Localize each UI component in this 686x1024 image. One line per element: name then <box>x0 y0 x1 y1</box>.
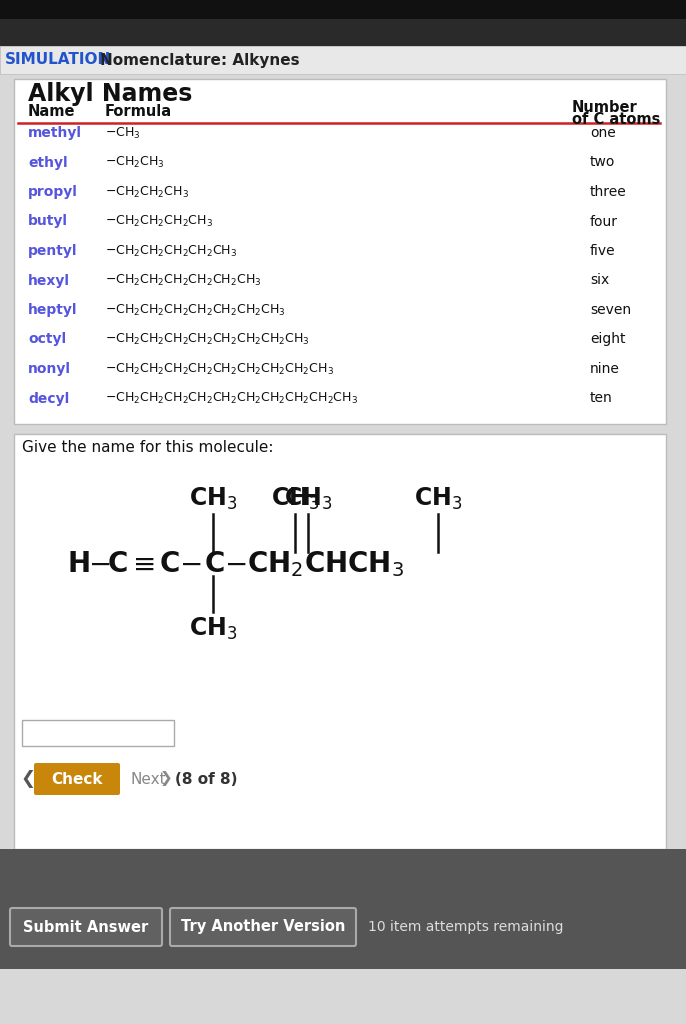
Text: $-$: $-$ <box>179 550 202 578</box>
Text: $-$: $-$ <box>88 550 110 578</box>
Text: H: H <box>68 550 91 578</box>
Text: $-$CH$_2$CH$_2$CH$_2$CH$_2$CH$_2$CH$_2$CH$_2$CH$_3$: $-$CH$_2$CH$_2$CH$_2$CH$_2$CH$_2$CH$_2$C… <box>105 332 310 347</box>
Text: nine: nine <box>590 362 620 376</box>
Text: $-$CH$_2$CH$_2$CH$_2$CH$_2$CH$_2$CH$_2$CH$_2$CH$_2$CH$_3$: $-$CH$_2$CH$_2$CH$_2$CH$_2$CH$_2$CH$_2$C… <box>105 361 334 377</box>
Text: Check: Check <box>51 771 103 786</box>
Text: ❮: ❮ <box>20 770 35 788</box>
Text: six: six <box>590 273 609 288</box>
Text: one: one <box>590 126 616 140</box>
FancyBboxPatch shape <box>0 849 686 969</box>
Text: $-$: $-$ <box>224 550 246 578</box>
Text: Nomenclature: Alkynes: Nomenclature: Alkynes <box>100 52 300 68</box>
Text: CH$_3$: CH$_3$ <box>271 486 319 512</box>
Text: $-$CH$_2$CH$_3$: $-$CH$_2$CH$_3$ <box>105 155 165 170</box>
Text: ❯: ❯ <box>160 771 173 786</box>
Text: eight: eight <box>590 333 626 346</box>
FancyBboxPatch shape <box>0 46 686 74</box>
Text: heptyl: heptyl <box>28 303 78 317</box>
FancyBboxPatch shape <box>14 79 666 424</box>
Text: CH$_3$: CH$_3$ <box>284 486 332 512</box>
Text: Next: Next <box>130 771 165 786</box>
Text: $-$CH$_2$CH$_2$CH$_3$: $-$CH$_2$CH$_2$CH$_3$ <box>105 184 189 200</box>
Text: seven: seven <box>590 303 631 317</box>
Text: CH$_3$: CH$_3$ <box>414 486 462 512</box>
Text: Formula: Formula <box>105 104 172 120</box>
FancyBboxPatch shape <box>170 908 356 946</box>
Text: $-$CH$_2$CH$_2$CH$_2$CH$_3$: $-$CH$_2$CH$_2$CH$_2$CH$_3$ <box>105 214 213 229</box>
Text: SIMULATION: SIMULATION <box>5 52 111 68</box>
Text: Alkyl Names: Alkyl Names <box>28 82 192 106</box>
Text: four: four <box>590 214 618 228</box>
Text: $-$CH$_2$CH$_2$CH$_2$CH$_2$CH$_2$CH$_2$CH$_2$CH$_2$CH$_2$CH$_3$: $-$CH$_2$CH$_2$CH$_2$CH$_2$CH$_2$CH$_2$C… <box>105 391 358 407</box>
FancyBboxPatch shape <box>22 720 174 746</box>
Text: pentyl: pentyl <box>28 244 78 258</box>
Text: butyl: butyl <box>28 214 68 228</box>
Text: Submit Answer: Submit Answer <box>23 920 149 935</box>
Text: ethyl: ethyl <box>28 156 68 170</box>
Text: three: three <box>590 185 627 199</box>
Text: $-$CH$_2$CH$_2$CH$_2$CH$_2$CH$_2$CH$_3$: $-$CH$_2$CH$_2$CH$_2$CH$_2$CH$_2$CH$_3$ <box>105 273 261 288</box>
Text: five: five <box>590 244 615 258</box>
Text: nonyl: nonyl <box>28 362 71 376</box>
Text: Name: Name <box>28 104 75 120</box>
FancyBboxPatch shape <box>0 19 686 46</box>
Text: methyl: methyl <box>28 126 82 140</box>
Text: CH$_2$CHCH$_3$: CH$_2$CHCH$_3$ <box>247 549 404 579</box>
Text: 10 item attempts remaining: 10 item attempts remaining <box>368 920 563 934</box>
Text: of C atoms: of C atoms <box>572 112 661 127</box>
Text: $-$CH$_2$CH$_2$CH$_2$CH$_2$CH$_2$CH$_2$CH$_3$: $-$CH$_2$CH$_2$CH$_2$CH$_2$CH$_2$CH$_2$C… <box>105 302 285 317</box>
FancyBboxPatch shape <box>14 434 666 849</box>
Text: Number: Number <box>572 99 638 115</box>
Text: Try Another Version: Try Another Version <box>181 920 345 935</box>
Text: $-$CH$_3$: $-$CH$_3$ <box>105 126 141 140</box>
Text: CH$_3$: CH$_3$ <box>189 486 237 512</box>
FancyBboxPatch shape <box>34 763 120 795</box>
Text: two: two <box>590 156 615 170</box>
Text: C: C <box>205 550 226 578</box>
Text: (8 of 8): (8 of 8) <box>175 771 237 786</box>
Text: C: C <box>160 550 180 578</box>
Text: hexyl: hexyl <box>28 273 70 288</box>
FancyBboxPatch shape <box>10 908 162 946</box>
Text: ten: ten <box>590 391 613 406</box>
Text: decyl: decyl <box>28 391 69 406</box>
Text: CH$_3$: CH$_3$ <box>189 615 237 642</box>
Text: Give the name for this molecule:: Give the name for this molecule: <box>22 439 274 455</box>
Text: C: C <box>108 550 128 578</box>
FancyBboxPatch shape <box>0 0 686 19</box>
Text: $\equiv$: $\equiv$ <box>127 550 155 578</box>
Text: octyl: octyl <box>28 333 66 346</box>
Text: $-$CH$_2$CH$_2$CH$_2$CH$_2$CH$_3$: $-$CH$_2$CH$_2$CH$_2$CH$_2$CH$_3$ <box>105 244 237 258</box>
Text: propyl: propyl <box>28 185 78 199</box>
